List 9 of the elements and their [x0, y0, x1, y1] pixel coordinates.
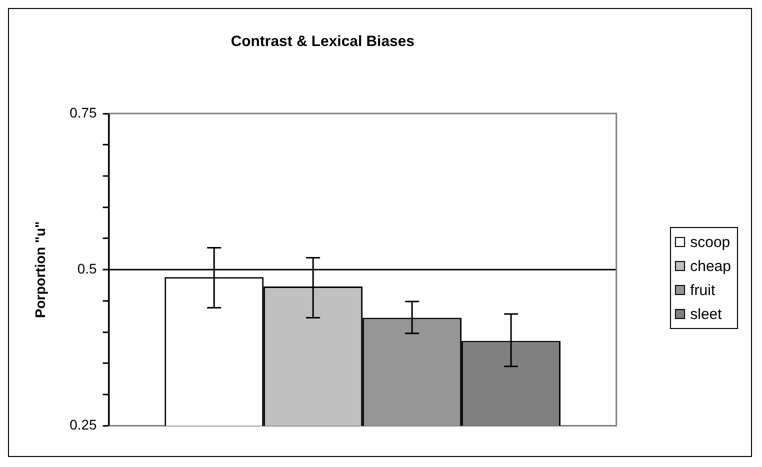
y-tick-label: 0.25 [70, 416, 98, 433]
y-axis-title: Porportion "u" [32, 221, 48, 318]
text: scoop [690, 234, 730, 250]
y-tick-label: 0.5 [77, 260, 98, 276]
y-tick-label: 0.75 [70, 104, 98, 120]
chart-title: Contrast & Lexical Biases [230, 32, 414, 50]
legend-label: cheap [690, 258, 731, 274]
legend-label: sleet [690, 306, 722, 322]
legend-label: fruit [690, 282, 716, 298]
